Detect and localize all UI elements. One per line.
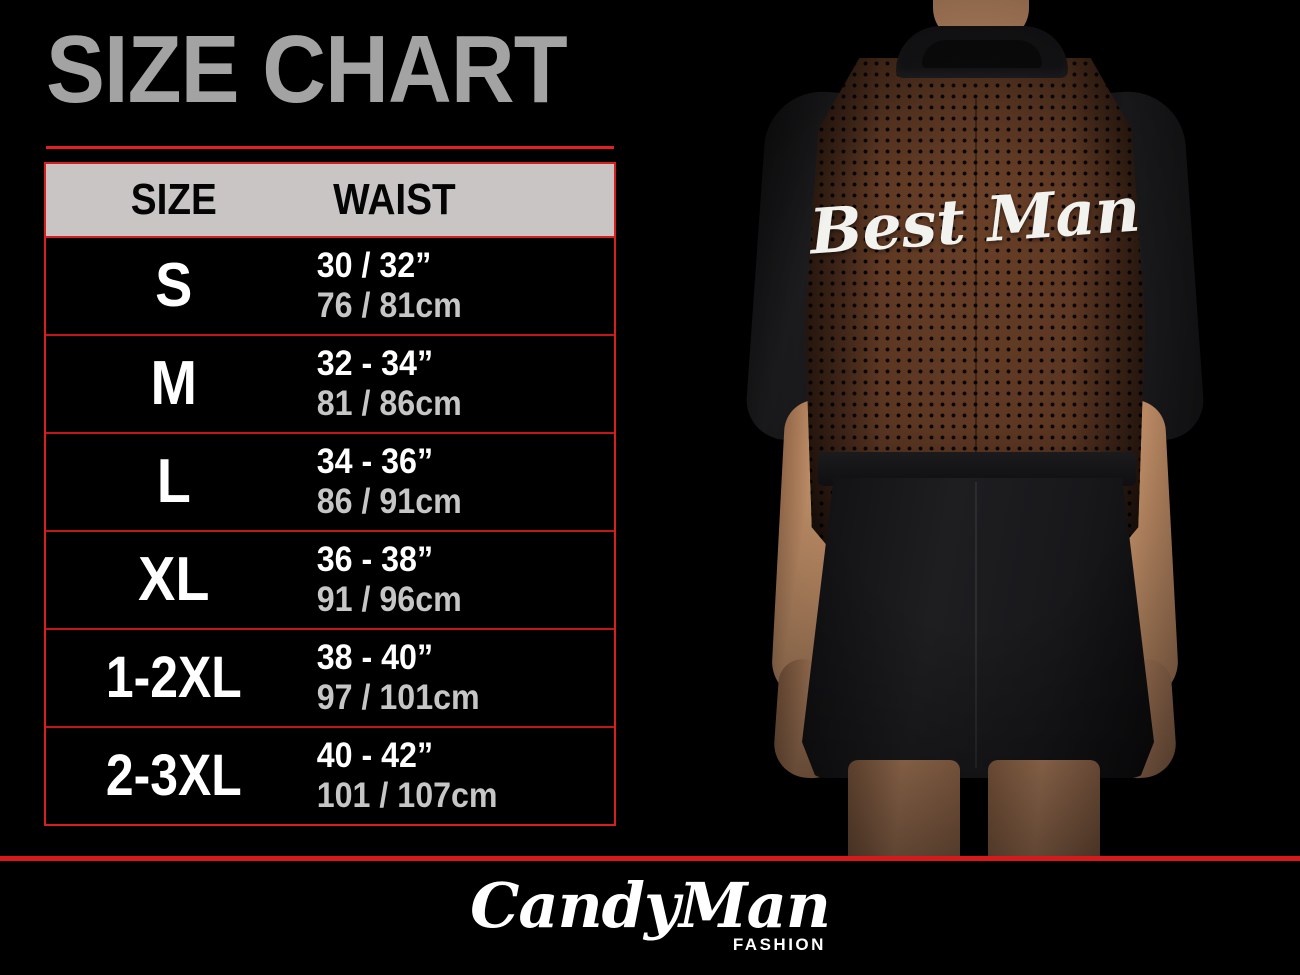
brand-name: CandyMan bbox=[470, 869, 831, 942]
garment-skirt bbox=[802, 478, 1154, 778]
cell-waist: 32 - 34” 81 / 86cm bbox=[302, 344, 589, 424]
table-row: L 34 - 36” 86 / 91cm bbox=[46, 434, 614, 532]
waist-cm: 91 / 96cm bbox=[316, 580, 462, 619]
waist-cm: 101 / 107cm bbox=[316, 776, 498, 815]
size-table: SIZE WAIST S 30 / 32” 76 / 81cm M 32 - 3… bbox=[44, 162, 616, 826]
waist-inches: 34 - 36” bbox=[316, 442, 433, 482]
product-photo: Best Man bbox=[650, 0, 1300, 858]
waist-cm: 97 / 101cm bbox=[316, 678, 480, 717]
model-thigh-left bbox=[848, 760, 960, 858]
cell-waist: 40 - 42” 101 / 107cm bbox=[302, 736, 589, 816]
column-header-waist: WAIST bbox=[332, 175, 456, 224]
footer: CandyMan FASHION bbox=[0, 861, 1300, 975]
cell-waist: 30 / 32” 76 / 81cm bbox=[302, 246, 589, 326]
cell-waist: 36 - 38” 91 / 96cm bbox=[302, 540, 589, 620]
cell-size: S bbox=[155, 251, 193, 320]
waist-inches: 38 - 40” bbox=[316, 638, 433, 678]
footer-divider-rule bbox=[0, 856, 1300, 861]
table-row: XL 36 - 38” 91 / 96cm bbox=[46, 532, 614, 630]
waist-cm: 76 / 81cm bbox=[316, 286, 462, 325]
waist-inches: 40 - 42” bbox=[316, 736, 433, 776]
brand-name-wrap: CandyMan FASHION bbox=[470, 875, 831, 954]
model-thigh-right bbox=[988, 760, 1100, 858]
column-header-size: SIZE bbox=[130, 175, 217, 224]
table-row: 2-3XL 40 - 42” 101 / 107cm bbox=[46, 728, 614, 824]
table-row: S 30 / 32” 76 / 81cm bbox=[46, 238, 614, 336]
size-chart-panel: SIZE CHART SIZE WAIST S 30 / 32” 76 / 81… bbox=[0, 0, 650, 860]
waist-inches: 30 / 32” bbox=[316, 246, 431, 286]
garment-skirt-seam bbox=[975, 482, 977, 768]
waist-cm: 86 / 91cm bbox=[316, 482, 462, 521]
cell-size: 2-3XL bbox=[105, 743, 242, 808]
cell-size: XL bbox=[138, 545, 210, 614]
waist-cm: 81 / 86cm bbox=[316, 384, 462, 423]
waist-inches: 32 - 34” bbox=[316, 344, 433, 384]
table-row: M 32 - 34” 81 / 86cm bbox=[46, 336, 614, 434]
title-accent-rule bbox=[46, 146, 614, 149]
page-title: SIZE CHART bbox=[46, 16, 568, 123]
cell-size: L bbox=[156, 447, 191, 516]
garment-collar-inner bbox=[922, 40, 1042, 68]
table-header-row: SIZE WAIST bbox=[46, 164, 614, 238]
cell-size: M bbox=[150, 349, 198, 418]
brand-subtitle: FASHION bbox=[732, 935, 826, 954]
waist-inches: 36 - 38” bbox=[316, 540, 433, 580]
model-illustration: Best Man bbox=[650, 0, 1300, 858]
cell-size: 1-2XL bbox=[105, 645, 242, 710]
table-row: 1-2XL 38 - 40” 97 / 101cm bbox=[46, 630, 614, 728]
cell-waist: 38 - 40” 97 / 101cm bbox=[302, 638, 589, 718]
brand-logo: CandyMan FASHION bbox=[0, 875, 1300, 967]
cell-waist: 34 - 36” 86 / 91cm bbox=[302, 442, 589, 522]
